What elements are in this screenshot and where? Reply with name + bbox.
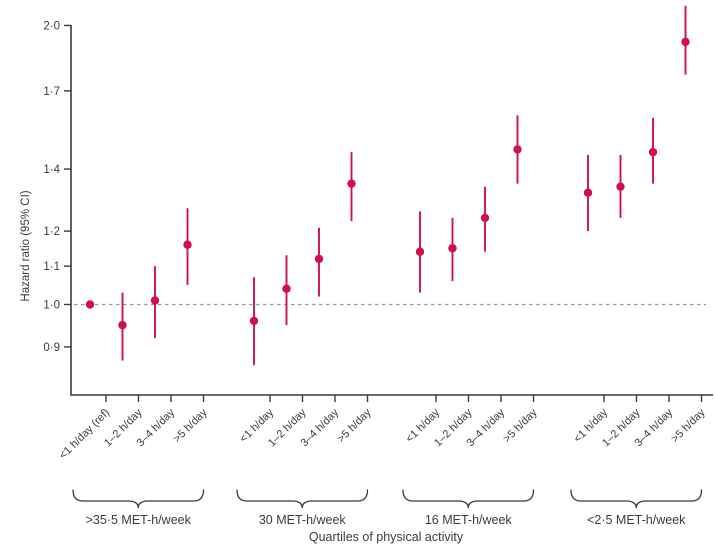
category-tick-label: >5 h/day [669, 406, 708, 445]
y-tick-label: 1·2 [43, 226, 60, 238]
data-point [314, 254, 324, 264]
category-tick-label: >5 h/day [171, 406, 210, 445]
group-label: 30 MET-h/week [259, 513, 347, 527]
group-brace [236, 489, 369, 509]
data-point [249, 316, 259, 326]
data-point [616, 182, 625, 191]
x-axis-title: Quartiles of physical activity [309, 530, 464, 544]
data-point [513, 145, 522, 154]
y-tick-label: 1·0 [43, 300, 60, 312]
data-point [150, 296, 160, 305]
data-point-reference [85, 300, 95, 309]
data-point [118, 320, 127, 330]
group-label: <2·5 MET-h/week [587, 513, 686, 527]
plot-render-layer: 2·01·71·41·21·11·00·9<1 h/day (ref)1–2 h… [43, 5, 713, 527]
y-tick-label: 1·1 [43, 261, 60, 273]
y-axis-label: Hazard ratio (95% CI) [20, 190, 32, 301]
category-tick-label: >5 h/day [335, 406, 374, 445]
y-tick-label: 1·4 [43, 164, 60, 176]
category-tick-label: <1 h/day (ref) [57, 407, 112, 462]
data-point [681, 37, 690, 47]
group-brace [402, 489, 535, 509]
y-tick-label: 1·7 [43, 86, 60, 98]
data-point [347, 179, 356, 188]
data-point [480, 213, 490, 223]
group-brace [72, 489, 205, 509]
group-label: >35·5 MET-h/week [86, 513, 192, 527]
data-point [448, 244, 457, 253]
data-point [183, 240, 192, 249]
category-tick-label: >5 h/day [501, 406, 540, 445]
data-point [282, 284, 291, 293]
group-label: 16 MET-h/week [425, 513, 513, 527]
data-point [583, 188, 593, 197]
data-point [648, 147, 658, 157]
group-brace [570, 489, 703, 509]
axes-lines [70, 25, 713, 396]
y-tick-label: 2·0 [43, 20, 60, 32]
y-tick-label: 0·9 [43, 342, 60, 354]
data-point [415, 247, 425, 256]
